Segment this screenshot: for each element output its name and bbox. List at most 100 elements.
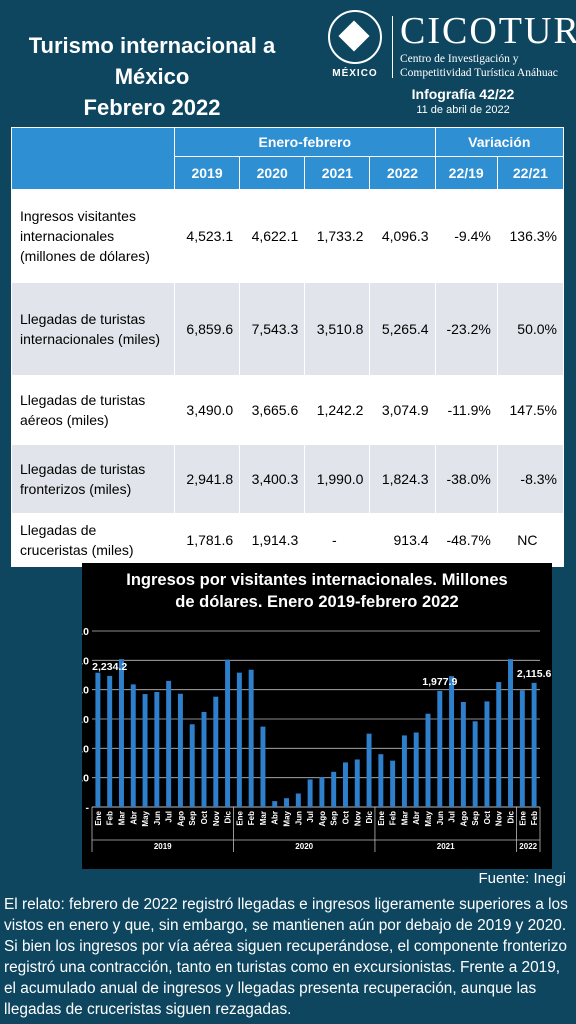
brand-name: CICOTUR xyxy=(400,10,576,52)
bar xyxy=(449,676,455,807)
x-tick-label: Nov xyxy=(495,810,504,826)
table-cell: 2,941.8 xyxy=(173,444,241,514)
table-cell: -8.3% xyxy=(496,444,565,514)
bar xyxy=(130,684,136,807)
bar xyxy=(154,692,160,807)
table-cell: 7,543.3 xyxy=(239,282,306,376)
col-header-2020: 2020 xyxy=(239,156,306,190)
row-label: Llegadas de turistas fronterizos (miles) xyxy=(11,444,175,514)
x-tick-label: Jun xyxy=(436,811,445,825)
x-tick-label: Ene xyxy=(235,810,244,825)
bar xyxy=(531,682,537,807)
x-tick-label: Mar xyxy=(259,811,268,825)
col-header-2019: 2019 xyxy=(173,156,241,190)
x-tick-label: Ago xyxy=(176,811,185,827)
table-cell: 913.4 xyxy=(369,513,436,567)
y-tick-label: 500.0 xyxy=(82,773,89,785)
bar xyxy=(484,701,490,807)
table-cell: 1,824.3 xyxy=(369,444,436,514)
x-tick-label: Jul xyxy=(448,811,457,823)
table-cell: 1,733.2 xyxy=(304,189,371,283)
bar xyxy=(496,682,502,807)
bar xyxy=(213,696,219,807)
infografia-date: 11 de abril de 2022 xyxy=(416,104,510,116)
x-tick-label: Mar xyxy=(400,811,409,825)
y-tick-label: 3,000.0 xyxy=(82,626,89,638)
bar xyxy=(378,754,384,807)
x-tick-label: Abr xyxy=(129,811,138,825)
x-tick-label: Abr xyxy=(412,811,421,825)
y-tick-label: 1,500.0 xyxy=(82,714,89,726)
x-tick-label: Mar xyxy=(117,811,126,825)
year-label: 2020 xyxy=(295,842,313,851)
col-header-2021: 2021 xyxy=(304,156,371,190)
x-tick-label: Jun xyxy=(294,811,303,825)
table-cell: -11.9% xyxy=(434,375,498,445)
x-tick-label: Ago xyxy=(459,811,468,827)
data-label: 2,115.6 xyxy=(517,668,552,680)
x-tick-label: Feb xyxy=(389,811,398,825)
bar xyxy=(142,694,148,807)
bar xyxy=(460,701,466,807)
bar xyxy=(425,713,431,807)
x-tick-label: Jul xyxy=(165,811,174,823)
bar xyxy=(118,659,124,807)
table-cell: 5,265.4 xyxy=(369,282,436,376)
table-cell: 6,859.6 xyxy=(173,282,241,376)
col-header-2022: 2022 xyxy=(369,156,436,190)
y-tick-label: 2,000.0 xyxy=(82,685,89,697)
x-tick-label: May xyxy=(283,810,292,826)
x-tick-label: Ene xyxy=(518,810,527,825)
x-tick-label: Ene xyxy=(377,810,386,825)
x-tick-label: Oct xyxy=(200,811,209,825)
year-label: 2021 xyxy=(437,842,455,851)
x-tick-label: May xyxy=(141,810,150,826)
x-tick-label: Dic xyxy=(224,810,233,823)
bar xyxy=(319,777,325,807)
university-country: MÉXICO xyxy=(332,68,378,79)
table-cell: -48.7% xyxy=(434,513,498,567)
y-tick-label: 1,000.0 xyxy=(82,743,89,755)
x-tick-label: Sep xyxy=(471,811,480,826)
revenue-chart: Ingresos por visitantes internacionales.… xyxy=(82,563,552,869)
university-seal-icon xyxy=(328,10,382,64)
bar xyxy=(272,801,278,807)
year-label: 2019 xyxy=(154,842,172,851)
table-cell: -9.4% xyxy=(434,189,498,283)
bar xyxy=(366,733,372,807)
x-tick-label: Nov xyxy=(212,810,221,826)
table-cell: 3,510.8 xyxy=(304,282,371,376)
bar xyxy=(236,672,242,807)
bar xyxy=(248,669,254,807)
data-label: 1,977.9 xyxy=(422,676,457,688)
bar xyxy=(519,690,525,807)
revenue-chart-svg: Ingresos por visitantes internacionales.… xyxy=(82,571,552,852)
table-cell: 3,400.3 xyxy=(239,444,306,514)
source-note: Fuente: Inegi xyxy=(478,870,566,887)
table-cell: NC xyxy=(496,513,565,567)
x-tick-label: Feb xyxy=(106,811,115,825)
bar xyxy=(413,732,419,807)
x-tick-label: Jul xyxy=(306,811,315,823)
narrative-text: El relato: febrero de 2022 registró lleg… xyxy=(4,896,568,1018)
bar xyxy=(107,675,113,807)
col-header-22-19: 22/19 xyxy=(434,156,498,190)
table-cell: - xyxy=(304,513,371,567)
bar xyxy=(95,672,101,807)
table-cell: 3,074.9 xyxy=(369,375,436,445)
logo-divider xyxy=(392,16,393,78)
bar xyxy=(284,798,290,807)
table-cell: -23.2% xyxy=(434,282,498,376)
table-cell: 1,242.2 xyxy=(304,375,371,445)
bar xyxy=(472,721,478,807)
x-tick-label: Abr xyxy=(271,811,280,825)
title-line-1: Turismo internacional a xyxy=(28,33,276,58)
bar xyxy=(508,659,514,807)
y-tick-label: 2,500.0 xyxy=(82,655,89,667)
bar xyxy=(166,680,172,807)
group-header-variacion: Variación xyxy=(434,127,565,157)
chart-title-line: de dólares. Enero 2019-febrero 2022 xyxy=(175,593,458,611)
x-tick-label: Sep xyxy=(330,811,339,826)
x-tick-label: Jun xyxy=(153,811,162,825)
x-tick-label: Nov xyxy=(353,810,362,826)
